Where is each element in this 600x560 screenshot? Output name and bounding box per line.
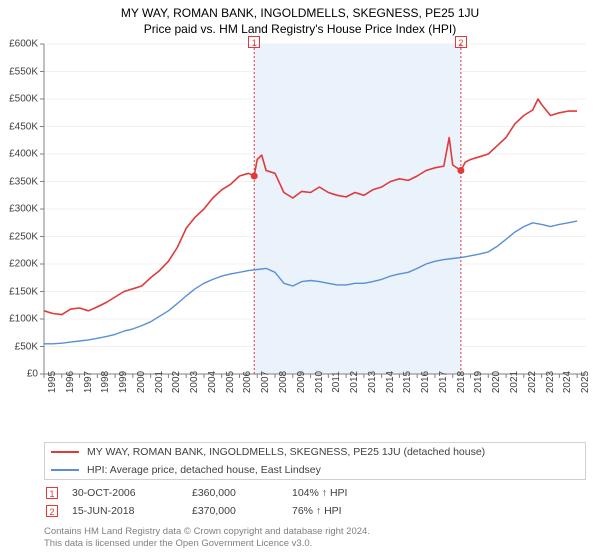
x-tick-label: 2021 — [509, 371, 520, 393]
x-tick-label: 2014 — [385, 371, 396, 393]
x-tick-label: 2001 — [154, 371, 165, 393]
event-date: 15-JUN-2018 — [72, 505, 192, 517]
x-tick-label: 2009 — [296, 371, 307, 393]
x-tick-label: 2012 — [349, 371, 360, 393]
y-tick-label: £450K — [9, 121, 38, 132]
x-tick-label: 2013 — [367, 371, 378, 393]
event-marker-1: 1 — [248, 36, 260, 48]
y-tick-label: £150K — [9, 286, 38, 297]
y-tick-label: £50K — [15, 341, 38, 352]
footnote-line-2: This data is licensed under the Open Gov… — [44, 538, 586, 550]
legend-swatch — [51, 469, 79, 471]
event-relative: 76% ↑ HPI — [292, 505, 412, 517]
x-tick-label: 2011 — [331, 371, 342, 393]
y-tick-label: £400K — [9, 149, 38, 160]
y-tick-label: £100K — [9, 314, 38, 325]
x-tick-label: 2016 — [420, 371, 431, 393]
y-tick-label: £300K — [9, 204, 38, 215]
x-tick-label: 2019 — [473, 371, 484, 393]
event-date: 30-OCT-2006 — [72, 487, 192, 499]
y-tick-label: £500K — [9, 94, 38, 105]
y-tick-label: £350K — [9, 176, 38, 187]
x-tick-label: 2000 — [136, 371, 147, 393]
x-tick-label: 2004 — [207, 371, 218, 393]
x-tick-label: 1995 — [47, 371, 58, 393]
x-tick-label: 1998 — [100, 371, 111, 393]
event-row-marker: 1 — [46, 487, 58, 499]
x-tick-label: 2017 — [438, 371, 449, 393]
y-tick-label: £0 — [27, 369, 38, 380]
event-relative: 104% ↑ HPI — [292, 487, 412, 499]
y-tick-label: £250K — [9, 231, 38, 242]
x-tick-label: 2020 — [491, 371, 502, 393]
x-tick-label: 2025 — [580, 371, 591, 393]
event-price: £370,000 — [192, 505, 292, 517]
legend: MY WAY, ROMAN BANK, INGOLDMELLS, SKEGNES… — [44, 442, 586, 480]
footnote-line-1: Contains HM Land Registry data © Crown c… — [44, 526, 586, 538]
x-tick-label: 2023 — [545, 371, 556, 393]
x-tick-label: 2024 — [562, 371, 573, 393]
x-tick-label: 1996 — [65, 371, 76, 393]
x-tick-label: 2022 — [527, 371, 538, 393]
legend-swatch — [51, 451, 79, 453]
x-tick-label: 2008 — [278, 371, 289, 393]
x-tick-label: 1997 — [83, 371, 94, 393]
legend-item: MY WAY, ROMAN BANK, INGOLDMELLS, SKEGNES… — [45, 443, 585, 461]
chart-area: £0£50K£100K£150K£200K£250K£300K£350K£400… — [44, 44, 586, 400]
y-tick-label: £550K — [9, 66, 38, 77]
x-tick-label: 2003 — [189, 371, 200, 393]
x-tick-label: 2018 — [456, 371, 467, 393]
legend-label: HPI: Average price, detached house, East… — [87, 464, 321, 476]
chart-title: MY WAY, ROMAN BANK, INGOLDMELLS, SKEGNES… — [0, 6, 600, 20]
legend-label: MY WAY, ROMAN BANK, INGOLDMELLS, SKEGNES… — [87, 446, 485, 458]
x-tick-label: 2007 — [260, 371, 271, 393]
event-price: £360,000 — [192, 487, 292, 499]
y-tick-label: £200K — [9, 259, 38, 270]
event-row-marker: 2 — [46, 505, 58, 517]
event-marker-2: 2 — [455, 36, 467, 48]
footnote: Contains HM Land Registry data © Crown c… — [44, 526, 586, 551]
x-tick-label: 2015 — [402, 371, 413, 393]
x-tick-label: 2002 — [171, 371, 182, 393]
events-table: 1 30-OCT-2006£360,000104% ↑ HPI 2 15-JUN-20… — [44, 484, 586, 520]
y-tick-label: £600K — [9, 39, 38, 50]
x-tick-label: 1999 — [118, 371, 129, 393]
line-chart — [44, 44, 586, 374]
event-row: 1 30-OCT-2006£360,000104% ↑ HPI — [44, 484, 586, 502]
event-row: 2 15-JUN-2018£370,00076% ↑ HPI — [44, 502, 586, 520]
x-tick-label: 2006 — [242, 371, 253, 393]
legend-item: HPI: Average price, detached house, East… — [45, 461, 585, 479]
x-tick-label: 2010 — [314, 371, 325, 393]
chart-subtitle: Price paid vs. HM Land Registry's House … — [0, 22, 600, 36]
x-tick-label: 2005 — [225, 371, 236, 393]
